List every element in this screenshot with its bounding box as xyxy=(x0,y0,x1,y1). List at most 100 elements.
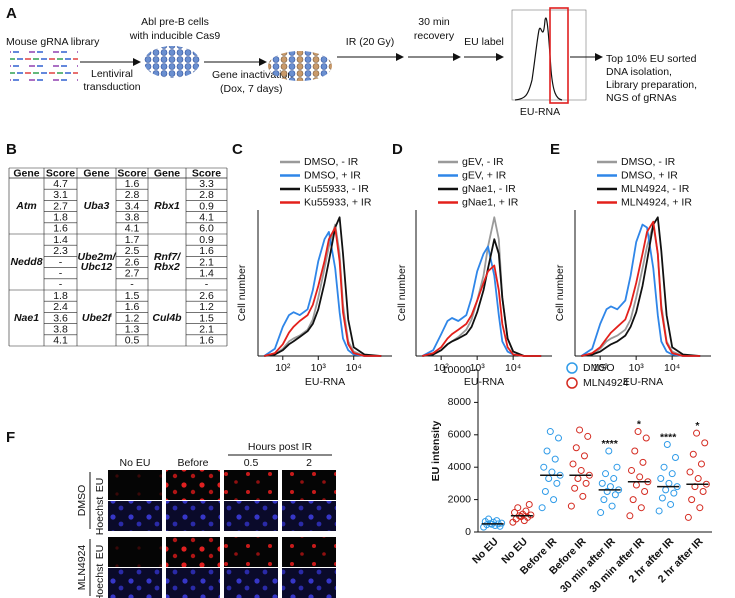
micrograph xyxy=(166,470,220,500)
micrograph xyxy=(282,568,336,598)
micrograph xyxy=(224,568,278,598)
score-cell: 1.5 xyxy=(125,290,140,302)
data-point xyxy=(489,518,497,526)
gene-name: Rbx1 xyxy=(154,200,180,212)
step-label: transduction xyxy=(83,81,140,93)
score-cell: 1.8 xyxy=(53,211,68,223)
table-header: Score xyxy=(46,167,75,179)
gene-name: Uba3 xyxy=(84,200,110,212)
data-point xyxy=(554,434,562,442)
score-cell: 1.2 xyxy=(125,312,140,324)
score-cell: 2.6 xyxy=(125,256,140,268)
histogram-line xyxy=(581,220,701,357)
significance-label: * xyxy=(637,418,642,430)
micrograph xyxy=(224,470,278,500)
panel-letter: B xyxy=(6,141,17,158)
data-point xyxy=(598,479,606,487)
library-icon xyxy=(10,48,78,82)
score-cell: 0.9 xyxy=(199,200,214,212)
gene-name: Ubc12 xyxy=(81,261,113,273)
x-tick-label: 10⁴ xyxy=(664,362,680,374)
step-label: Abl pre-B cells xyxy=(141,16,209,28)
data-point xyxy=(569,460,577,468)
score-cell: 2.1 xyxy=(199,256,214,268)
x-axis-label: EU-RNA xyxy=(623,376,663,388)
legend-label: DMSO, - IR xyxy=(304,156,359,168)
y-tick-label: 6000 xyxy=(448,429,472,441)
step-label: Lentiviral xyxy=(91,68,133,80)
x-tick-label: 10³ xyxy=(470,362,486,374)
step-label: with inducible Cas9 xyxy=(129,30,221,42)
data-point xyxy=(699,488,707,495)
x-tick-label: 10² xyxy=(434,362,450,374)
step-label: recovery xyxy=(414,30,455,42)
data-point xyxy=(670,489,678,497)
x-tick-label: No EU xyxy=(470,536,501,567)
score-cell: 1.3 xyxy=(125,323,140,335)
score-cell: 1.8 xyxy=(53,290,68,302)
x-axis-label: EU-RNA xyxy=(464,376,504,388)
histogram-inset xyxy=(511,7,587,104)
micrograph xyxy=(108,501,162,531)
data-point xyxy=(689,450,697,458)
score-cell: 1.7 xyxy=(125,234,140,246)
score-cell: - xyxy=(59,256,63,268)
data-point xyxy=(553,479,561,487)
data-point xyxy=(579,492,587,500)
data-point xyxy=(602,470,610,478)
y-tick-label: 4000 xyxy=(448,461,472,473)
data-point xyxy=(582,479,590,487)
y-tick-label: 8000 xyxy=(448,396,472,408)
data-point xyxy=(639,458,647,466)
data-point xyxy=(485,515,493,523)
table-header: Score xyxy=(117,167,146,179)
step-label: 30 min xyxy=(418,16,450,28)
data-point xyxy=(514,504,522,512)
data-point xyxy=(636,473,644,481)
gene-name: Rnf7/ xyxy=(154,251,181,263)
data-point xyxy=(600,496,608,504)
panel-letter: D xyxy=(392,141,403,158)
data-point xyxy=(628,466,636,474)
score-cell: - xyxy=(59,267,63,279)
legend-label: MLN4924 xyxy=(583,377,629,389)
row-label: EU xyxy=(94,478,106,493)
gene-name: Rbx2 xyxy=(154,261,180,273)
table-header: Gene xyxy=(13,167,39,179)
score-cell: 1.6 xyxy=(125,301,140,313)
score-cell: 1.6 xyxy=(125,178,140,190)
data-point xyxy=(657,475,665,483)
axis-label: EU-RNA xyxy=(520,106,560,118)
column-label: 2 xyxy=(306,457,312,469)
score-cell: 1.6 xyxy=(53,223,68,235)
data-point xyxy=(693,429,701,437)
legend-label: gNae1, - IR xyxy=(462,183,516,195)
step-label: NGS of gRNAs xyxy=(606,92,677,104)
score-cell: 1.4 xyxy=(53,234,68,246)
x-tick-label: 10⁴ xyxy=(505,362,521,374)
data-point xyxy=(663,441,671,449)
data-point xyxy=(546,428,554,436)
step-label: Library preparation, xyxy=(606,79,697,91)
score-cell: 4.1 xyxy=(53,335,68,347)
data-point xyxy=(545,475,553,483)
data-point xyxy=(577,466,585,474)
legend-label: gNae1, + IR xyxy=(462,196,519,208)
significance-label: **** xyxy=(601,438,618,450)
score-cell: 1.2 xyxy=(199,301,214,313)
gene-name: Atm xyxy=(15,200,36,212)
step-label: Top 10% EU sorted xyxy=(606,53,697,65)
data-point xyxy=(610,475,618,483)
histogram-line xyxy=(264,223,382,357)
row-label: EU xyxy=(94,545,106,560)
legend-label: gEV, + IR xyxy=(462,169,507,181)
table-header: Gene xyxy=(154,167,180,179)
score-cell: 4.1 xyxy=(125,223,140,235)
x-tick-label: 10³ xyxy=(311,362,327,374)
data-point xyxy=(613,463,621,471)
micrograph xyxy=(282,501,336,531)
significance-label: **** xyxy=(660,431,677,443)
column-label: 0.5 xyxy=(244,457,259,469)
score-cell: - xyxy=(59,279,63,291)
